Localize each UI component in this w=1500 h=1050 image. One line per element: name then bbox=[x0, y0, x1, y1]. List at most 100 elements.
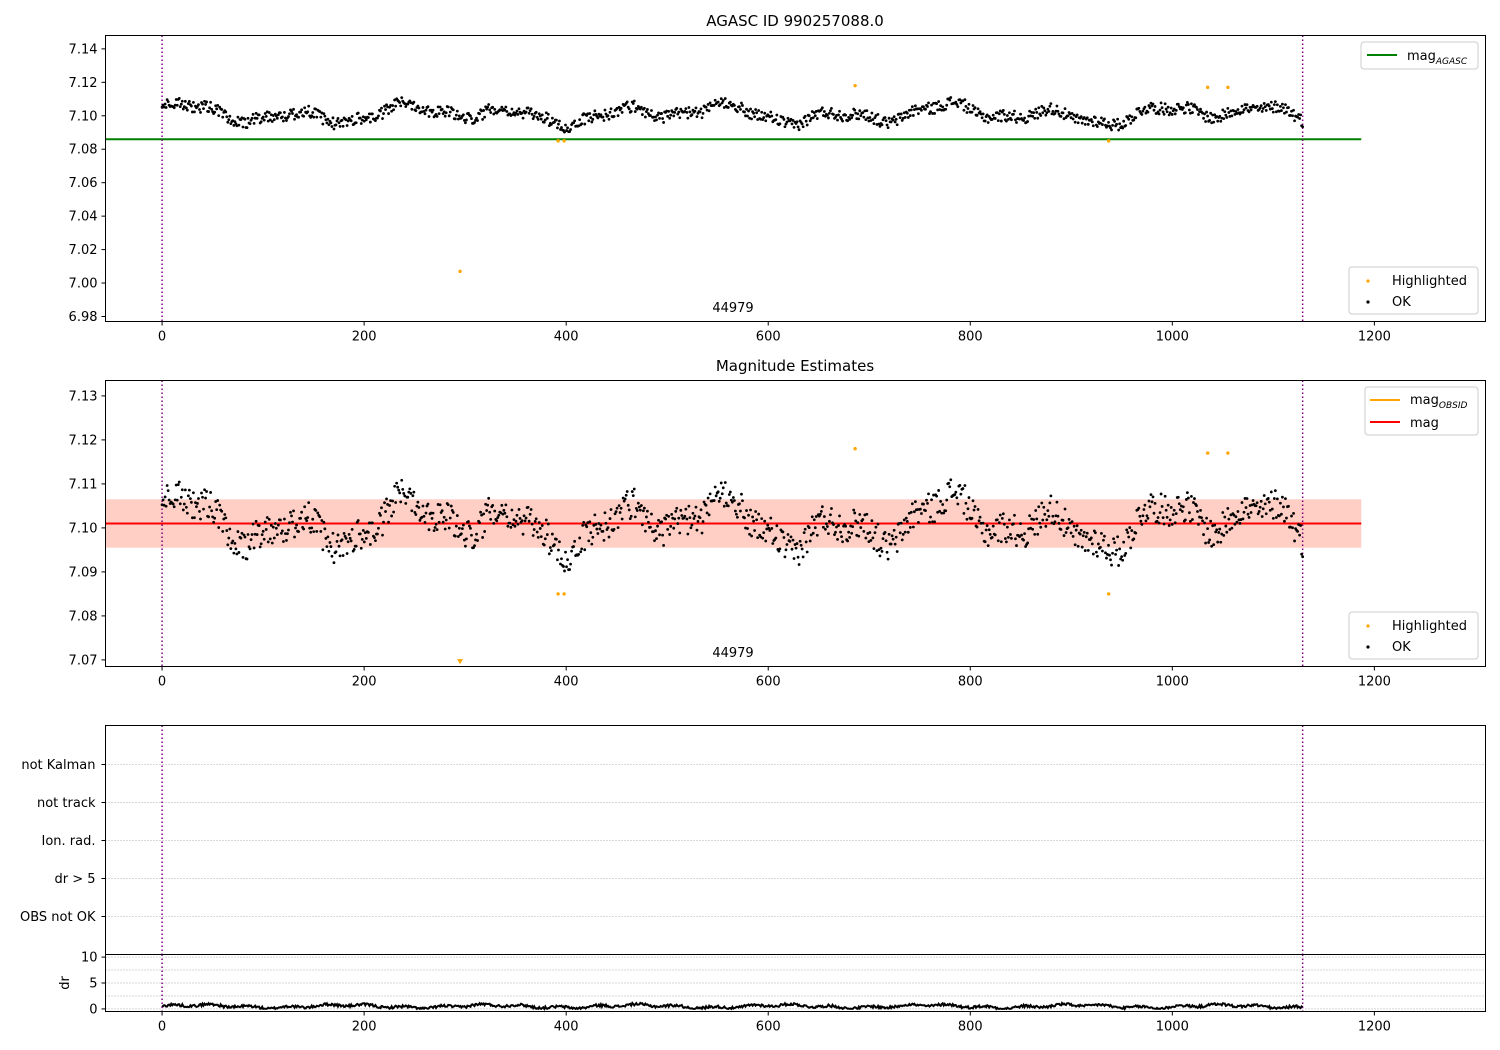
ok-point bbox=[746, 114, 749, 118]
ok-point bbox=[568, 568, 571, 571]
ok-point bbox=[590, 542, 594, 546]
x-tick-label: 1000 bbox=[1156, 1020, 1189, 1035]
y-tick-label: 7.07 bbox=[69, 653, 98, 668]
ok-point bbox=[1093, 531, 1097, 535]
ok-point bbox=[389, 104, 392, 107]
ok-point bbox=[243, 117, 247, 121]
ok-point bbox=[646, 108, 649, 111]
ok-point bbox=[721, 99, 725, 102]
ok-point bbox=[633, 515, 637, 519]
ok-point bbox=[754, 510, 758, 513]
ok-point bbox=[1156, 516, 1160, 519]
ok-point bbox=[446, 105, 450, 109]
ok-point bbox=[768, 529, 772, 532]
ok-point bbox=[1061, 518, 1065, 522]
ok-point bbox=[1043, 109, 1047, 113]
ok-point bbox=[895, 123, 899, 127]
panel-agasc: AGASC ID 990257088.0 0 200 400 600 800 1000 12… bbox=[69, 12, 1486, 345]
ok-point bbox=[604, 112, 608, 116]
ok-point bbox=[523, 519, 527, 523]
ok-point bbox=[639, 504, 643, 507]
ok-point bbox=[543, 118, 547, 122]
ok-point bbox=[962, 108, 966, 112]
ok-point bbox=[1147, 104, 1151, 107]
ok-point bbox=[804, 119, 808, 123]
ok-point bbox=[1230, 526, 1234, 530]
ok-point bbox=[644, 529, 647, 533]
ok-point bbox=[300, 108, 304, 112]
ok-point bbox=[212, 520, 216, 524]
ok-point bbox=[983, 540, 987, 544]
ok-point bbox=[441, 520, 445, 524]
ok-point bbox=[323, 527, 327, 531]
ok-point bbox=[583, 122, 587, 126]
ok-point bbox=[1223, 110, 1227, 114]
ok-point bbox=[964, 105, 968, 108]
ok-point bbox=[520, 111, 524, 115]
ok-point bbox=[740, 492, 743, 496]
ok-point bbox=[797, 563, 801, 566]
ok-point bbox=[390, 514, 394, 518]
ok-point bbox=[1233, 522, 1237, 526]
ok-point bbox=[488, 510, 492, 514]
ok-point bbox=[394, 501, 398, 504]
ok-point bbox=[473, 121, 476, 124]
ok-point bbox=[887, 532, 891, 536]
ok-point bbox=[191, 110, 194, 114]
ok-point bbox=[898, 531, 902, 535]
y-tick-label: 7.12 bbox=[69, 76, 98, 91]
ok-point bbox=[895, 550, 899, 553]
ok-point bbox=[810, 515, 814, 519]
ok-point bbox=[1176, 495, 1180, 499]
ok-point bbox=[376, 116, 379, 120]
ok-point bbox=[504, 503, 508, 507]
ok-point bbox=[1115, 548, 1118, 552]
ok-point bbox=[344, 118, 348, 122]
ok-point bbox=[721, 486, 725, 490]
ok-point bbox=[232, 551, 236, 555]
ok-point bbox=[527, 111, 531, 115]
ok-point bbox=[1241, 110, 1245, 114]
ok-point bbox=[791, 538, 795, 542]
ok-point bbox=[505, 110, 509, 113]
ok-point bbox=[223, 513, 227, 516]
ok-point bbox=[411, 494, 415, 498]
ok-point bbox=[555, 118, 558, 122]
ok-point bbox=[287, 115, 290, 118]
ok-point bbox=[482, 109, 486, 112]
ok-point bbox=[187, 488, 191, 492]
ok-point bbox=[1195, 504, 1198, 507]
ok-point bbox=[602, 538, 606, 542]
ok-point bbox=[508, 521, 512, 525]
ok-point bbox=[1283, 519, 1286, 523]
ok-point bbox=[318, 110, 322, 113]
ok-point bbox=[616, 526, 620, 529]
ok-point bbox=[1148, 505, 1152, 509]
ok-point bbox=[727, 493, 731, 496]
ok-point bbox=[560, 126, 563, 129]
ok-point bbox=[782, 118, 786, 121]
ok-point bbox=[1173, 112, 1177, 116]
ok-point bbox=[953, 493, 957, 496]
ok-point bbox=[267, 517, 271, 521]
ok-point bbox=[1227, 111, 1231, 114]
x-tick-label: 400 bbox=[554, 675, 579, 690]
ok-point bbox=[1126, 531, 1130, 534]
ok-point bbox=[1156, 110, 1160, 114]
ok-point bbox=[390, 109, 394, 113]
ok-point bbox=[718, 496, 722, 500]
ok-point bbox=[312, 530, 316, 533]
ok-point bbox=[608, 110, 612, 114]
ok-point bbox=[247, 545, 251, 549]
ok-point bbox=[564, 123, 567, 127]
ok-point bbox=[1140, 522, 1144, 526]
ok-point bbox=[457, 526, 461, 530]
highlighted-point bbox=[556, 592, 560, 596]
ok-point bbox=[1301, 555, 1305, 559]
ok-point bbox=[320, 519, 324, 522]
ok-point bbox=[1034, 509, 1038, 512]
ok-point bbox=[931, 112, 934, 115]
ok-point bbox=[661, 117, 664, 120]
legend-mag-obsid-label: mag bbox=[1410, 393, 1439, 408]
ok-point bbox=[1270, 507, 1274, 511]
